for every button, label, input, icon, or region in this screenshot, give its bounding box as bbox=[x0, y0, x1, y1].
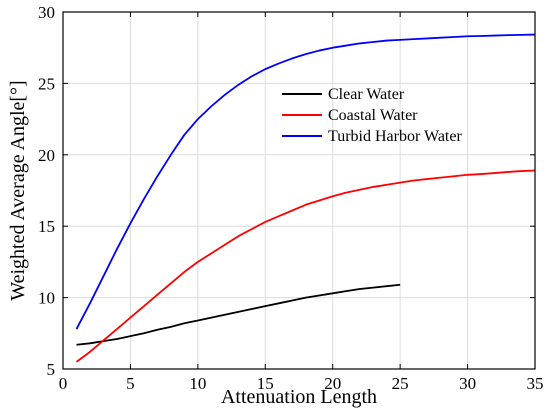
y-tick-label: 15 bbox=[38, 217, 55, 236]
plot-area-frame bbox=[62, 11, 536, 370]
x-axis-label: Attenuation Length bbox=[221, 386, 377, 408]
y-tick-label: 5 bbox=[47, 360, 56, 379]
x-tick-label: 30 bbox=[459, 374, 476, 393]
x-tick-label: 20 bbox=[324, 374, 341, 393]
y-tick-label: 25 bbox=[38, 74, 55, 93]
x-tick-label: 0 bbox=[59, 374, 68, 393]
x-tick-label: 25 bbox=[392, 374, 409, 393]
legend-label-1: Clear Water bbox=[328, 86, 405, 103]
x-tick-label: 15 bbox=[257, 374, 274, 393]
x-tick-label: 35 bbox=[527, 374, 544, 393]
y-tick-label: 30 bbox=[38, 3, 55, 22]
x-tick-label: 10 bbox=[189, 374, 206, 393]
y-tick-labels: 5 10 15 20 25 30 bbox=[38, 3, 55, 379]
series-line-1 bbox=[76, 283, 401, 346]
x-tick-label: 5 bbox=[126, 374, 135, 393]
legend-label-3: Turbid Harbor Water bbox=[328, 128, 462, 145]
legend-label-2: Coastal Water bbox=[328, 107, 418, 124]
legend: Clear Water Coastal Water Turbid Harbor Wa… bbox=[282, 86, 462, 145]
y-tick-label: 20 bbox=[38, 146, 55, 165]
series-line-3 bbox=[75, 33, 536, 330]
axis-ticks bbox=[62, 11, 536, 370]
x-tick-labels: 0 5 10 15 20 25 30 35 bbox=[59, 374, 544, 393]
series-line-2 bbox=[75, 169, 536, 363]
y-axis-label: Weighted Average Angle[°] bbox=[7, 80, 29, 300]
y-tick-label: 10 bbox=[38, 289, 55, 308]
series-lines bbox=[75, 33, 536, 363]
